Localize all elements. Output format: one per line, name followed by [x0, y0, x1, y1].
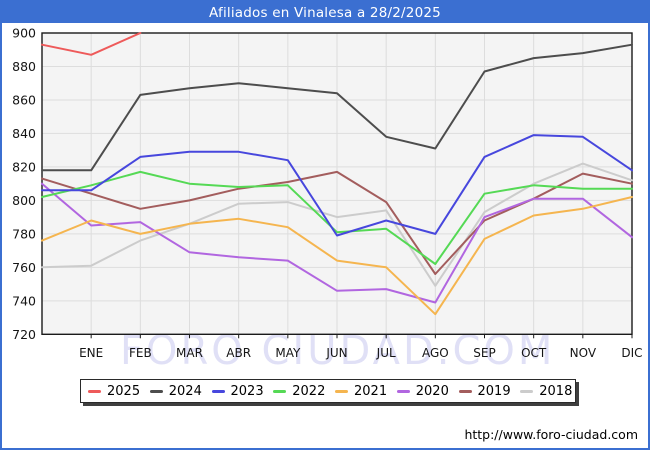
- svg-text:FEB: FEB: [129, 346, 152, 360]
- svg-text:840: 840: [12, 126, 36, 141]
- svg-text:AGO: AGO: [422, 346, 449, 360]
- svg-text:800: 800: [12, 193, 36, 208]
- legend-label: 2024: [168, 383, 202, 399]
- svg-text:900: 900: [12, 26, 36, 41]
- footer-url: http://www.foro-ciudad.com: [464, 427, 638, 442]
- watermark: FORO CIUDAD.COM: [120, 328, 556, 374]
- legend-swatch: [396, 389, 410, 393]
- svg-text:MAY: MAY: [275, 346, 301, 360]
- legend-label: 2023: [230, 383, 264, 399]
- series-2024: [41, 43, 633, 172]
- svg-text:720: 720: [12, 327, 36, 342]
- legend-item-2025: 2025: [81, 384, 143, 399]
- legend-swatch: [458, 389, 472, 393]
- legend-label: 2022: [292, 383, 326, 399]
- svg-text:OCT: OCT: [521, 346, 547, 360]
- svg-text:ABR: ABR: [226, 346, 251, 360]
- svg-text:740: 740: [12, 293, 36, 308]
- title-bar: Afiliados en Vinalesa a 28/2/2025: [2, 2, 648, 23]
- series-2018: [41, 162, 633, 287]
- y-axis-labels: 720 740 760 780 800 820 840 860 880 900: [12, 26, 36, 342]
- legend-item-2020: 2020: [390, 384, 452, 399]
- svg-text:860: 860: [12, 92, 36, 107]
- legend-label: 2019: [477, 383, 511, 399]
- svg-text:SEP: SEP: [473, 346, 495, 360]
- grid: [42, 33, 632, 335]
- svg-text:760: 760: [12, 260, 36, 275]
- svg-text:820: 820: [12, 159, 36, 174]
- svg-text:ENE: ENE: [79, 346, 103, 360]
- legend-item-2022: 2022: [266, 384, 328, 399]
- chart-title: Afiliados en Vinalesa a 28/2/2025: [209, 4, 441, 21]
- legend-swatch: [273, 389, 287, 393]
- legend-swatch: [335, 389, 348, 393]
- svg-text:MAR: MAR: [176, 346, 203, 360]
- legend-swatch: [211, 389, 225, 393]
- svg-text:780: 780: [12, 226, 36, 241]
- legend-swatch: [88, 389, 101, 393]
- legend: 2025 2024 2023 2022 2021 2020 2019 2018: [80, 379, 576, 403]
- legend-item-2019: 2019: [452, 384, 514, 399]
- legend-label: 2020: [415, 383, 449, 399]
- series-2021: [41, 196, 633, 316]
- legend-label: 2018: [539, 383, 573, 399]
- legend-swatch: [520, 389, 534, 393]
- series-2023: [41, 134, 633, 237]
- svg-text:DIC: DIC: [621, 346, 642, 360]
- x-ticks: [90, 334, 633, 339]
- svg-text:NOV: NOV: [570, 346, 597, 360]
- legend-label: 2021: [354, 383, 388, 399]
- svg-text:JUL: JUL: [376, 346, 396, 360]
- x-axis-labels: ENE FEB MAR ABR MAY JUN JUL AGO SEP OCT NOV DIC: [79, 346, 642, 360]
- legend-item-2018: 2018: [513, 384, 575, 399]
- svg-text:JUN: JUN: [325, 346, 347, 360]
- svg-text:880: 880: [12, 59, 36, 74]
- legend-label: 2025: [107, 383, 141, 399]
- legend-swatch: [149, 389, 163, 393]
- series-2020: [41, 182, 633, 304]
- series-2025: [41, 32, 142, 56]
- legend-item-2024: 2024: [143, 384, 205, 399]
- series-2022: [41, 170, 633, 265]
- legend-item-2021: 2021: [328, 384, 390, 399]
- legend-item-2023: 2023: [205, 384, 267, 399]
